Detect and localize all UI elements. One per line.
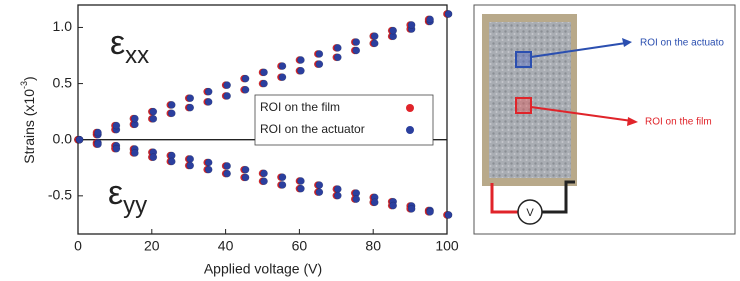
y-axis-label: Strains (x10-3) — [19, 76, 36, 163]
data-point — [371, 40, 378, 47]
data-point — [334, 54, 341, 61]
data-point — [187, 162, 194, 169]
x-tick-label: 100 — [435, 238, 459, 254]
voltmeter-label: V — [526, 207, 534, 219]
data-point — [408, 21, 415, 28]
data-point — [408, 205, 415, 212]
data-point — [205, 98, 212, 105]
x-tick-label: 0 — [74, 238, 82, 254]
data-point — [150, 154, 157, 161]
data-point — [371, 199, 378, 206]
data-point — [224, 170, 231, 177]
page: {"chart_data": {"type": "scatter", "xlab… — [0, 0, 740, 281]
roi-label: ROI on the actuato — [640, 38, 724, 49]
data-point — [168, 101, 175, 108]
y-tick-label: -0.5 — [48, 187, 72, 203]
data-point — [113, 122, 120, 129]
data-point — [76, 136, 83, 143]
data-point — [334, 185, 341, 192]
data-point — [297, 67, 304, 74]
annotation-sub: xx — [125, 42, 149, 69]
y-tick-label: 1.0 — [53, 18, 73, 34]
data-point — [242, 86, 249, 93]
y-label-exp: -3 — [19, 81, 29, 89]
data-point — [150, 108, 157, 115]
data-point — [390, 202, 397, 209]
data-point — [353, 195, 360, 202]
data-point — [279, 62, 286, 69]
data-point — [205, 88, 212, 95]
data-point — [224, 162, 231, 169]
legend-marker — [406, 126, 414, 134]
data-point — [187, 104, 194, 111]
data-point — [242, 174, 249, 181]
x-tick-label: 60 — [292, 238, 308, 254]
annotation-sub: yy — [123, 192, 147, 219]
figure: ROI on the actuato ROI on the film V App… — [0, 0, 740, 281]
legend-label: ROI on the film — [260, 100, 340, 114]
data-point — [390, 27, 397, 34]
data-point — [205, 166, 212, 173]
data-point — [297, 177, 304, 184]
data-point — [242, 166, 249, 173]
data-point — [334, 44, 341, 51]
legend-marker — [406, 104, 414, 112]
roi-film — [516, 98, 531, 113]
y-tick-label: 0.5 — [53, 74, 73, 90]
data-point — [94, 129, 101, 136]
data-point — [131, 149, 138, 156]
data-point — [316, 50, 323, 57]
data-point — [316, 181, 323, 188]
x-tick-label: 80 — [365, 238, 381, 254]
data-point — [94, 141, 101, 148]
data-point — [150, 115, 157, 122]
data-point — [168, 110, 175, 117]
data-point — [224, 92, 231, 99]
data-point — [316, 189, 323, 196]
data-point — [426, 208, 433, 215]
data-point — [316, 61, 323, 68]
data-point — [353, 38, 360, 45]
data-point — [131, 115, 138, 122]
y-tick-label: 0.0 — [53, 130, 73, 146]
data-point — [260, 170, 267, 177]
data-point — [224, 82, 231, 89]
x-tick-label: 20 — [144, 238, 160, 254]
data-point — [334, 192, 341, 199]
legend-label: ROI on the actuator — [260, 122, 365, 136]
data-point — [260, 69, 267, 76]
data-point — [445, 10, 452, 17]
annotation: εxx — [110, 24, 149, 69]
annotation-symbol: ε — [108, 174, 123, 212]
data-point — [113, 145, 120, 152]
data-point — [426, 16, 433, 23]
data-point — [205, 159, 212, 166]
data-point — [260, 178, 267, 185]
data-point — [187, 155, 194, 162]
data-point — [168, 158, 175, 165]
data-point — [242, 75, 249, 82]
data-point — [279, 181, 286, 188]
roi-actuator — [516, 52, 531, 67]
data-point — [353, 47, 360, 54]
data-point — [297, 56, 304, 63]
y-label-end: ) — [21, 76, 37, 81]
data-point — [297, 185, 304, 192]
data-point — [279, 174, 286, 181]
x-axis-label: Applied voltage (V) — [204, 261, 322, 277]
roi-label: ROI on the film — [645, 117, 712, 128]
annotation-symbol: ε — [110, 24, 125, 62]
data-point — [279, 74, 286, 81]
y-label-text: Strains (x10 — [21, 89, 37, 164]
data-point — [371, 33, 378, 40]
annotation: εyy — [108, 174, 147, 219]
data-point — [260, 80, 267, 87]
data-point — [445, 211, 452, 218]
x-tick-label: 40 — [218, 238, 234, 254]
data-point — [187, 95, 194, 102]
